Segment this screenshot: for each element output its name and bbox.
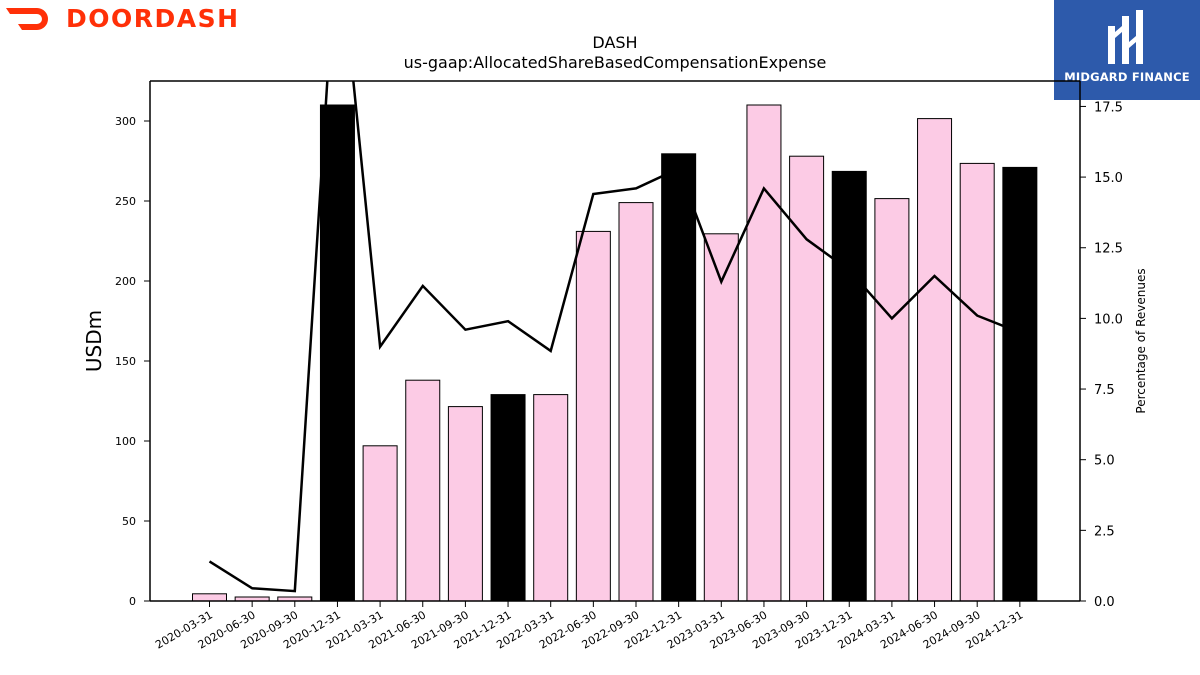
y-right-tick-label: 5.0 <box>1094 454 1115 469</box>
bar-2024-09-30 <box>959 162 995 602</box>
bar-2021-06-30 <box>405 379 441 602</box>
y-right-tick-label: 12.5 <box>1094 242 1123 257</box>
doordash-logo: DOORDASH <box>4 4 240 34</box>
bar-2021-12-31 <box>490 394 526 602</box>
bar-2022-06-30 <box>575 230 611 602</box>
y-right-tick-label: 2.5 <box>1094 524 1115 539</box>
percentage-of-revenues-line <box>208 81 1021 593</box>
y-tick-label: 100 <box>115 435 136 448</box>
y-right-tick-label: 0.0 <box>1094 595 1115 610</box>
bar-2022-09-30 <box>618 202 654 602</box>
y-right-tick-label: 17.5 <box>1094 100 1123 115</box>
bar-2020-12-31 <box>319 104 355 602</box>
y-right-tick-label: 10.0 <box>1094 312 1123 327</box>
midgard-finance-text: MIDGARD FINANCE <box>1064 70 1190 84</box>
chart-subtitle: us-gaap:AllocatedShareBasedCompensationE… <box>404 53 827 72</box>
bar-2023-09-30 <box>789 155 825 602</box>
bar-2023-12-31 <box>831 170 867 602</box>
y-right-tick-label: 15.0 <box>1094 171 1123 186</box>
bar-2024-03-31 <box>874 198 910 602</box>
bar-2021-09-30 <box>447 406 483 602</box>
bar-2024-06-30 <box>917 118 953 602</box>
y-tick-label: 300 <box>115 115 136 128</box>
bar-2024-12-31 <box>1002 166 1038 602</box>
y-right-tick-label: 7.5 <box>1094 383 1115 398</box>
bar-2022-03-31 <box>533 394 569 602</box>
y-tick-label: 250 <box>115 195 136 208</box>
y-tick-label: 150 <box>115 355 136 368</box>
bar-2023-03-31 <box>703 233 739 602</box>
bar-2023-06-30 <box>746 104 782 602</box>
y-tick-label: 50 <box>122 515 136 528</box>
bar-2021-03-31 <box>362 445 398 602</box>
y-tick-label: 0 <box>129 595 136 608</box>
midgard-finance-badge: MIDGARD FINANCE <box>1054 0 1200 100</box>
y-axis-label: USDm <box>82 310 106 372</box>
bar-2022-12-31 <box>661 153 697 602</box>
doordash-wordmark: DOORDASH <box>66 4 240 33</box>
y-axis-right-label: Percentage of Revenues <box>1134 268 1148 413</box>
bar-2020-03-31 <box>192 593 227 602</box>
y-tick-label: 200 <box>115 275 136 288</box>
midgard-logo-icon <box>1108 10 1143 64</box>
chart-title: DASH <box>592 33 637 52</box>
doordash-dash-icon <box>6 8 48 30</box>
